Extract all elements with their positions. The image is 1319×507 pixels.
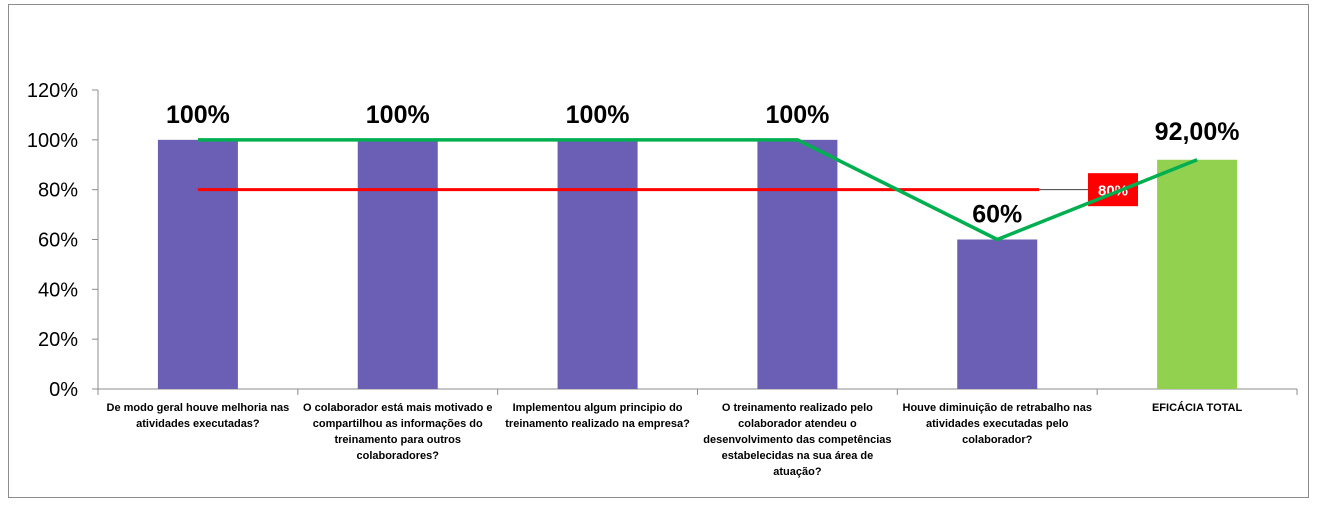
category-label: Implementou algum principio do treinamen… (505, 402, 690, 430)
data-label: 100% (566, 101, 630, 129)
y-tick-label: 100% (27, 130, 78, 152)
line-series (197, 138, 1198, 242)
category-label: De modo geral houve melhoria nas ativida… (106, 402, 290, 430)
y-tick-label: 120% (27, 80, 78, 102)
y-tick-label: 0% (49, 379, 78, 401)
line-series-group (197, 138, 1198, 242)
category-label: O colaborador está mais motivado e compa… (302, 402, 493, 462)
y-tick-label: 20% (38, 329, 78, 351)
bars (157, 139, 1238, 389)
bar (957, 239, 1038, 389)
data-label: 100% (765, 101, 829, 129)
bar (557, 139, 638, 389)
data-label: 92,00% (1155, 118, 1240, 146)
data-label: 100% (166, 101, 230, 129)
y-tick-label: 80% (38, 180, 78, 202)
category-label: EFICÁCIA TOTAL (1151, 402, 1243, 414)
data-label: 100% (366, 101, 430, 129)
y-tick-label: 60% (38, 230, 78, 252)
bar (757, 139, 838, 389)
y-tick-label: 40% (38, 279, 78, 301)
category-label: O treinamento realizado pelo colaborador… (703, 402, 892, 478)
bar (157, 139, 238, 389)
axes: 0% 20% 40% 60% 80% 100% 120% (27, 80, 1298, 401)
data-label: 60% (972, 201, 1022, 229)
bar (357, 139, 438, 389)
data-labels: 100% 100% 100% 100% 60% 92,00% (166, 101, 1240, 229)
category-label: Houve diminuição de retrabalho nas ativi… (902, 402, 1093, 446)
bar (1157, 159, 1238, 389)
